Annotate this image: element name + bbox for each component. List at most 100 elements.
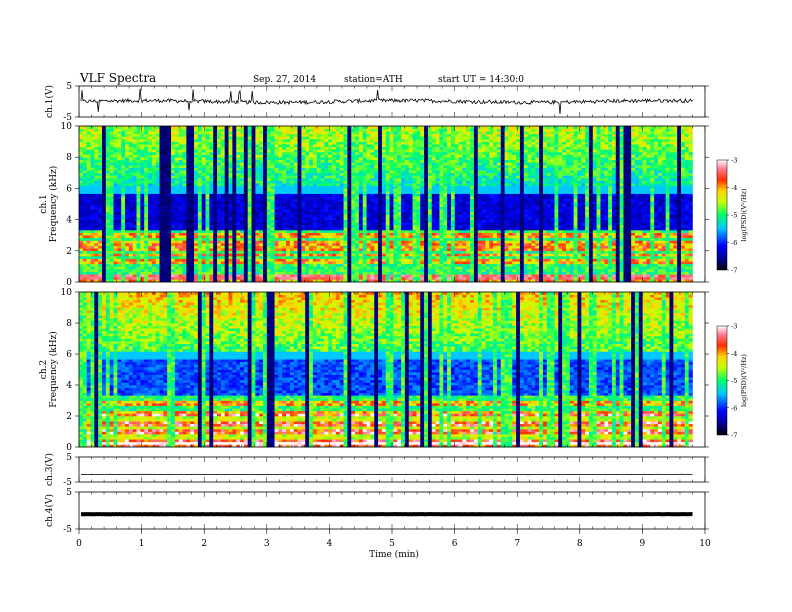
spectrogram-cell: [167, 204, 172, 207]
spectrogram-cell: [688, 214, 693, 218]
spectrogram-cell: [546, 217, 551, 220]
spectrogram-cell: [473, 209, 479, 213]
spectrogram-cell: [677, 243, 682, 246]
spectrogram-cell: [197, 266, 202, 270]
spectrogram-cell: [155, 248, 160, 252]
spectrogram-cell: [82, 237, 87, 241]
spectrogram-cell: [109, 222, 114, 226]
spectrogram-cell: [677, 253, 682, 257]
spectrogram-cell: [462, 263, 467, 267]
spectrogram-cell: [381, 243, 387, 246]
spectrogram-cell: [638, 258, 643, 262]
spectrogram-cell: [259, 271, 264, 275]
spectrogram-cell: [600, 214, 605, 218]
spectrogram-cell: [684, 245, 689, 249]
spectrogram-cell: [512, 224, 517, 228]
spectrogram-cell: [684, 209, 689, 213]
spectrogram-cell: [362, 243, 367, 246]
spectrogram-cell: [619, 222, 624, 226]
spectrogram-cell: [339, 209, 344, 213]
spectrogram-cell: [335, 204, 341, 207]
spectrogram-cell: [454, 211, 459, 215]
spectrogram-cell: [542, 274, 548, 278]
spectrogram-cell: [427, 217, 433, 220]
spectrogram-cell: [136, 230, 141, 233]
spectrogram-cell: [684, 240, 689, 244]
spectrogram-cell: [408, 253, 413, 257]
spectrogram-cell: [324, 243, 329, 246]
spectrogram-cell: [358, 204, 364, 207]
spectrogram-cell: [320, 258, 325, 262]
spectrogram-cell: [634, 243, 640, 246]
spectrogram-cell: [627, 253, 632, 257]
spectrogram-cell: [94, 240, 99, 244]
spectrogram-cell: [397, 240, 402, 244]
spectrogram-cell: [190, 214, 195, 218]
spectrogram-cell: [339, 204, 344, 207]
spectrogram-cell: [232, 253, 237, 257]
spectrogram-cell: [90, 258, 95, 262]
spectrogram-cell: [481, 235, 486, 239]
spectrogram-cell: [324, 253, 329, 257]
spectrogram-cell: [282, 271, 287, 275]
spectrogram-cell: [182, 243, 187, 246]
spectrogram-cell: [646, 230, 651, 233]
spectrogram-cell: [435, 258, 440, 262]
spectrogram-cell: [397, 263, 402, 267]
spectrogram-cell: [592, 206, 597, 210]
spectrogram-cell: [523, 232, 528, 236]
spectrogram-cell: [542, 271, 548, 275]
spectrogram-cell: [684, 235, 689, 239]
spectrogram-cell: [500, 217, 505, 220]
spectrogram-cell: [680, 271, 686, 275]
spectrogram-cell: [86, 217, 91, 220]
spectrogram-cell: [542, 269, 548, 272]
spectrogram-cell: [209, 258, 214, 262]
spectrogram-cell: [159, 276, 164, 280]
spectrogram-cell: [496, 240, 502, 244]
spectrogram-cell: [504, 237, 509, 241]
spectrogram-cell: [362, 269, 367, 272]
spectrogram-cell: [585, 209, 590, 213]
spectrogram-cell: [209, 248, 214, 252]
spectrogram-cell: [439, 245, 444, 249]
spectrogram-cell: [309, 230, 314, 233]
spectrogram-cell: [523, 237, 528, 241]
spectrogram-cell: [155, 266, 160, 270]
spectrogram-cell: [573, 271, 578, 275]
spectrogram-cell: [220, 258, 225, 262]
spectrogram-cell: [171, 261, 176, 265]
spectrogram-cell: [535, 232, 540, 236]
spectrogram-cell: [167, 258, 172, 262]
spectrogram-cell: [519, 261, 525, 265]
spectrogram-cell: [94, 237, 99, 241]
spectrogram-cell: [489, 214, 494, 218]
spectrogram-cell: [684, 204, 689, 207]
spectrogram-cell: [178, 263, 183, 267]
spectrogram-cell: [585, 219, 590, 223]
spectrogram-cell: [289, 245, 295, 249]
spectrogram-cell: [493, 227, 498, 231]
spectrogram-cell: [385, 266, 390, 270]
spectrogram-cell: [213, 276, 218, 280]
spectrogram-cell: [680, 232, 686, 236]
spectrogram-cell: [604, 274, 609, 278]
spectrogram-cell: [182, 211, 187, 215]
spectrogram-cell: [201, 224, 206, 228]
spectrogram-cell: [504, 279, 509, 283]
spectrogram-cell: [542, 211, 548, 215]
spectrogram-cell: [596, 279, 601, 283]
spectrogram-cell: [650, 211, 655, 215]
spectrogram-cell: [608, 256, 613, 259]
spectrogram-cell: [642, 245, 647, 249]
spectrogram-cell: [443, 258, 448, 262]
spectrogram-cell: [113, 240, 118, 244]
spectrogram-cell: [289, 261, 295, 265]
spectrogram-cell: [466, 253, 471, 257]
spectrogram-cell: [209, 230, 214, 233]
spectrogram-cell: [286, 279, 291, 283]
spectrogram-cell: [247, 219, 252, 223]
spectrogram-cell: [485, 263, 490, 267]
spectrogram-cell: [600, 235, 605, 239]
spectrogram-cell: [531, 237, 536, 241]
